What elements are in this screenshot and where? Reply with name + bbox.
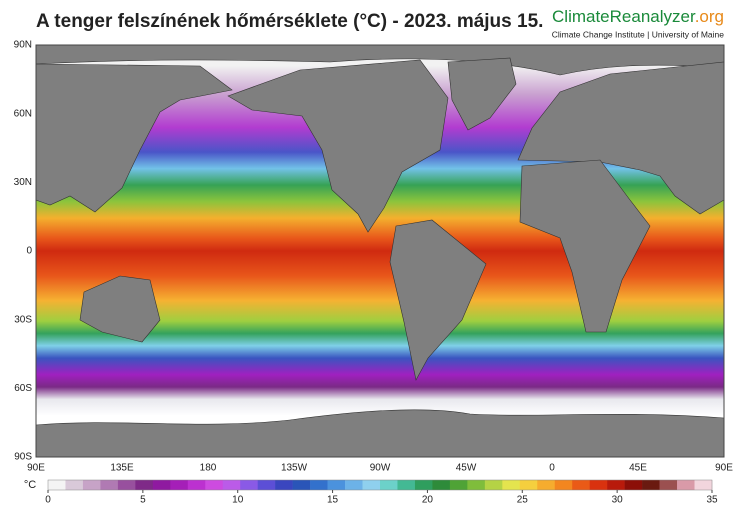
brand-suffix: .org — [695, 7, 724, 26]
colorbar-swatch — [677, 480, 695, 490]
colorbar-swatch — [380, 480, 398, 490]
south-america — [389, 219, 487, 381]
lon-label: 90W — [370, 463, 391, 474]
lat-label: 60S — [14, 383, 32, 394]
subtitle: Climate Change Institute | University of… — [552, 29, 725, 39]
map-frame — [35, 44, 725, 458]
colorbar-swatch — [484, 480, 503, 490]
colorbar-tick-label: 15 — [327, 495, 339, 506]
colorbar-swatch — [659, 480, 678, 490]
colorbar-swatch — [449, 480, 468, 490]
colorbar-tick-label: 5 — [140, 495, 146, 506]
lat-label: 30N — [14, 177, 32, 188]
colorbar-swatch — [572, 480, 590, 490]
lon-label: 180 — [200, 463, 217, 474]
colorbar-swatch — [537, 480, 556, 490]
lat-label: 60N — [14, 108, 32, 119]
colorbar-swatch — [397, 480, 416, 490]
title: A tenger felszínének hőmérséklete (°C) -… — [36, 11, 543, 32]
colorbar-swatch — [642, 480, 660, 490]
colorbar-unit: °C — [24, 479, 36, 491]
colorbar-tick-label: 35 — [706, 495, 718, 506]
colorbar-swatch — [554, 480, 573, 490]
colorbar-tick-label: 20 — [422, 495, 434, 506]
colorbar-swatch — [100, 480, 119, 490]
colorbar-swatch — [519, 480, 538, 490]
colorbar-tick-label: 30 — [612, 495, 624, 506]
colorbar-swatch — [345, 480, 363, 490]
lon-label: 45W — [456, 463, 477, 474]
colorbar-tick-label: 0 — [45, 495, 51, 506]
colorbar-swatch — [292, 480, 311, 490]
colorbar-frame — [47, 479, 713, 491]
greenland — [447, 57, 517, 131]
arctic — [35, 44, 725, 76]
europe-west-asia — [517, 61, 725, 215]
colorbar-swatch — [152, 480, 171, 490]
australia — [79, 275, 161, 343]
lon-label: 135W — [281, 463, 308, 474]
lon-label: 45E — [629, 463, 647, 474]
colorbar-swatch — [240, 480, 258, 490]
colorbar-swatch — [48, 480, 66, 490]
colorbar-swatch — [694, 480, 713, 490]
colorbar-tick-label: 25 — [517, 495, 529, 506]
colorbar-swatch — [432, 480, 451, 490]
lon-label: 90E — [27, 463, 45, 474]
lon-label: 0 — [549, 463, 555, 474]
colorbar-swatch — [327, 480, 346, 490]
colorbar-swatch — [222, 480, 241, 490]
lon-label: 135E — [110, 463, 134, 474]
north-america — [227, 59, 449, 233]
colorbar-swatch — [135, 480, 154, 490]
lat-label: 30S — [14, 314, 32, 325]
colorbar-swatch — [310, 480, 328, 490]
colorbar-tick-label: 10 — [232, 495, 244, 506]
lat-label: 0 — [26, 246, 32, 257]
colorbar-swatch — [589, 480, 608, 490]
colorbar-swatch — [414, 480, 433, 490]
colorbar-swatch — [275, 480, 293, 490]
lat-label: 90S — [14, 452, 32, 463]
brand: ClimateReanalyzer.org — [552, 7, 724, 26]
colorbar-swatch — [187, 480, 206, 490]
lon-label: 90E — [715, 463, 733, 474]
colorbar-swatch — [117, 480, 136, 490]
colorbar-swatch — [502, 480, 521, 490]
map — [35, 44, 725, 458]
colorbar-swatch — [624, 480, 643, 490]
antarctica — [35, 409, 725, 458]
east-asia — [35, 63, 233, 213]
lat-label: 90N — [14, 40, 32, 51]
brand-main: ClimateReanalyzer — [552, 7, 696, 26]
colorbar-swatch — [257, 480, 276, 490]
colorbar-swatch — [170, 480, 189, 490]
colorbar-swatch — [82, 480, 101, 490]
colorbar-swatch — [467, 480, 486, 490]
colorbar-swatch — [205, 480, 224, 490]
colorbar-swatch — [362, 480, 381, 490]
colorbar-swatch — [607, 480, 625, 490]
africa — [519, 159, 651, 333]
colorbar-swatch — [65, 480, 84, 490]
